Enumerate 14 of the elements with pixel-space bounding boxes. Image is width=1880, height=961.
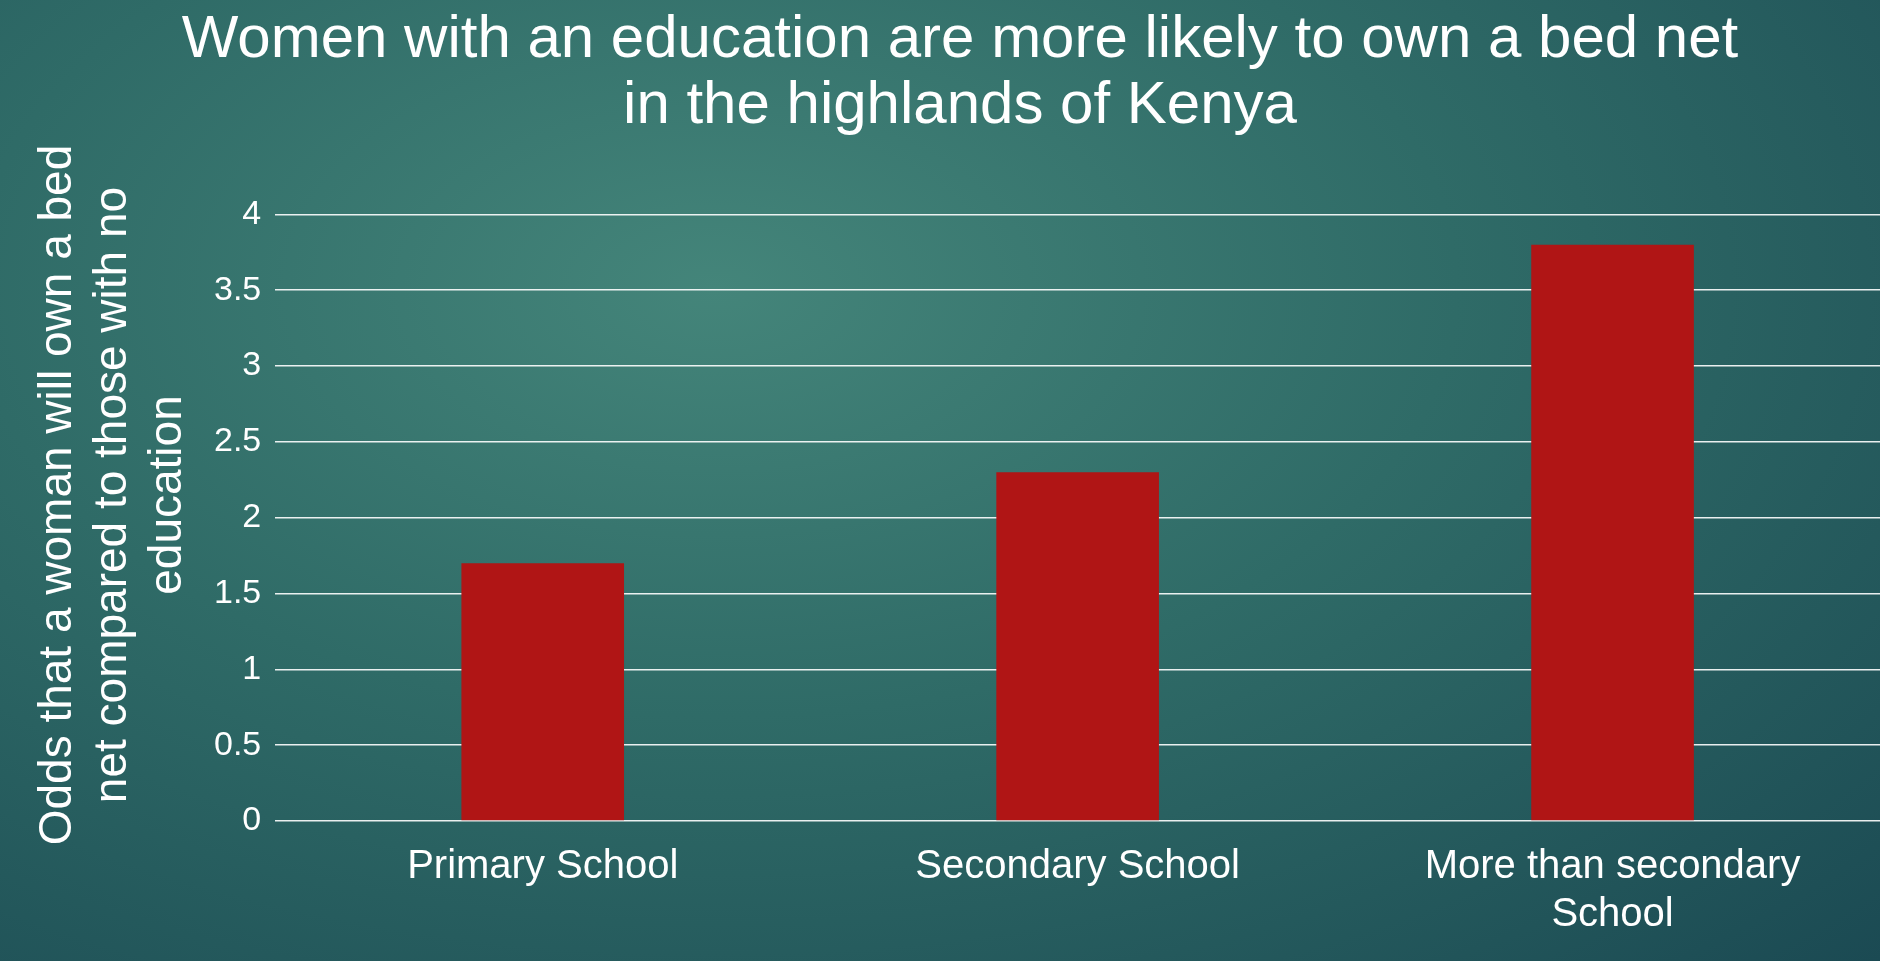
y-tick-label: 2 [242, 496, 262, 535]
y-tick-label: 1.5 [214, 571, 262, 610]
y-tick-label: 3.5 [214, 268, 262, 307]
y-tick-label: 4 [242, 192, 262, 231]
y-tick-label: 0.5 [214, 723, 262, 762]
x-tick-label: More than secondary School [1424, 842, 1801, 935]
x-tick-label: Primary School [407, 842, 679, 887]
y-tick-label: 0 [242, 799, 262, 838]
y-axis-title: Odds that a woman will own a bed net compared to those with no education [28, 143, 193, 848]
chart-title: Women with an education are more likely to own a bed net in the highlands of Kenya [180, 3, 1740, 136]
y-tick-label: 1 [242, 647, 262, 686]
y-tick-label: 2.5 [214, 420, 262, 459]
y-tick-label: 3 [242, 344, 262, 383]
x-tick-label: Secondary School [915, 842, 1240, 887]
